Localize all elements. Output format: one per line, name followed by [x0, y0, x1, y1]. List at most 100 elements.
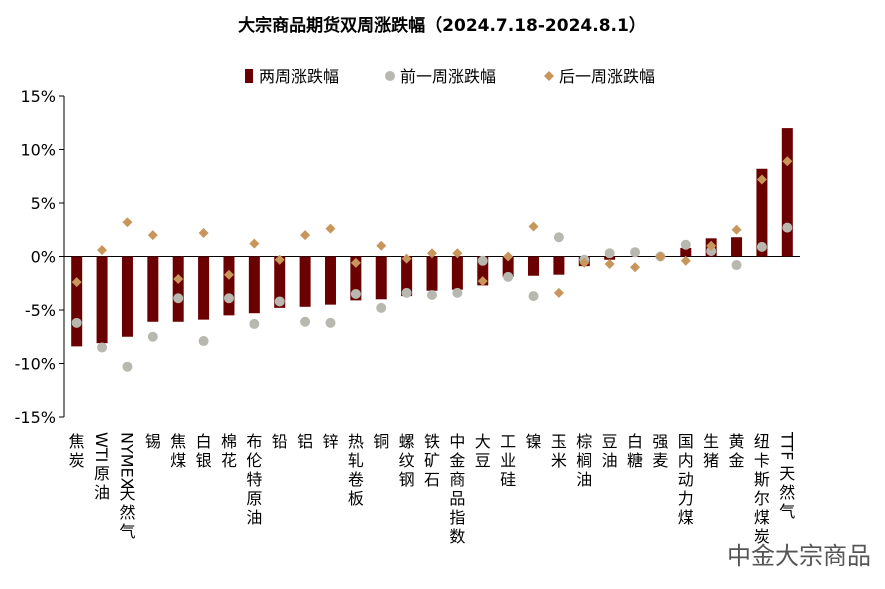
bar-锡 — [147, 256, 159, 322]
x-tick-char: 铅 — [272, 432, 288, 451]
x-tick-char: 原 — [94, 464, 110, 483]
dot-生猪 — [706, 246, 717, 257]
x-tick-char: 油 — [576, 470, 592, 489]
dot-白银 — [198, 336, 209, 347]
x-tick-label: 焦炭 — [69, 432, 85, 470]
x-tick-char: 铝 — [297, 432, 313, 451]
x-tick-char: 指 — [449, 508, 465, 527]
diamond-焦煤 — [173, 273, 184, 284]
watermark: 中金大宗商品 — [727, 542, 871, 570]
x-tick-char: 尔 — [754, 489, 770, 508]
diamond-大豆 — [477, 276, 488, 287]
dot-纽卡斯尔煤炭 — [756, 241, 767, 252]
x-tick-char: 棕 — [576, 432, 592, 451]
x-tick-char: 国 — [678, 432, 694, 451]
bar-WTI原油 — [96, 256, 108, 344]
x-tick-label: 白糖 — [627, 432, 643, 470]
x-tick-char: 板 — [348, 489, 364, 508]
diamond-工业硅 — [503, 251, 514, 262]
x-tick-char: 然 — [119, 503, 135, 522]
bar-TTF天然气 — [781, 128, 793, 257]
x-tick-label: 大豆 — [475, 432, 491, 470]
diamond-铅 — [274, 254, 285, 265]
x-tick-label: 强麦 — [652, 432, 668, 470]
diamond-镍 — [528, 221, 539, 232]
y-tick-label: -5% — [25, 301, 56, 320]
x-tick-label: 锡 — [145, 432, 161, 451]
bar-NYMEX天然气 — [121, 256, 133, 337]
x-tick-char: 螺 — [399, 432, 415, 451]
dot-白糖 — [630, 247, 641, 258]
diamond-白糖 — [630, 262, 641, 273]
bar-热轧卷板 — [350, 256, 362, 301]
x-tick-char: 数 — [449, 527, 465, 546]
dot-TTF天然气 — [782, 222, 793, 233]
bar-纽卡斯尔煤炭 — [756, 168, 768, 257]
dot-工业硅 — [503, 271, 514, 282]
diamond-白银 — [198, 227, 209, 238]
bar-镍 — [528, 256, 540, 276]
dot-螺纹钢 — [401, 287, 412, 298]
legend-swatch-diamond — [544, 71, 554, 81]
x-tick-char: 油 — [94, 483, 110, 502]
bar-铝 — [299, 256, 311, 307]
x-tick-char: 特 — [246, 470, 262, 489]
dot-锌 — [325, 317, 336, 328]
y-tick-label: -15% — [15, 408, 56, 427]
x-tick-char: 钢 — [399, 470, 415, 489]
x-tick-label: 镍 — [526, 432, 542, 451]
bar-工业硅 — [502, 256, 514, 277]
x-tick-char: 纽 — [754, 432, 770, 451]
x-tick-char: 铁 — [424, 432, 440, 451]
bar-锌 — [324, 256, 336, 305]
x-tick-char: 硅 — [500, 470, 516, 489]
x-tick-char: 玉 — [551, 432, 567, 451]
dot-布伦特原油 — [249, 318, 260, 329]
x-tick-label: 锌 — [322, 432, 338, 451]
bar-棉花 — [223, 256, 235, 316]
diamond-锌 — [325, 223, 336, 234]
x-tick-char: 布 — [246, 432, 262, 451]
x-tick-latin: NYMEX — [117, 432, 136, 489]
x-tick-char: 天 — [779, 464, 795, 483]
x-tick-char: 纹 — [399, 451, 415, 470]
x-tick-char: 商 — [449, 470, 465, 489]
x-tick-latin: TTF — [777, 431, 796, 460]
x-tick-char: 煤 — [754, 508, 770, 527]
x-tick-char: 金 — [449, 451, 465, 470]
x-tick-char: 炭 — [754, 527, 770, 546]
x-tick-label: 黄金 — [729, 432, 745, 470]
x-tick-char: 强 — [652, 432, 668, 451]
diamond-焦炭 — [71, 277, 82, 288]
x-tick-char: 金 — [729, 451, 745, 470]
y-tick-label: 15% — [20, 87, 56, 106]
x-tick-char: 中 — [449, 432, 465, 451]
x-tick-char: 白 — [627, 432, 643, 451]
x-tick-char: 业 — [500, 451, 516, 470]
dot-铅 — [274, 296, 285, 307]
dot-铜 — [376, 302, 387, 313]
dot-WTI原油 — [97, 342, 108, 353]
x-tick-char: 煤 — [170, 451, 186, 470]
x-tick-char: 焦 — [170, 432, 186, 451]
bar-白银 — [198, 256, 210, 320]
x-tick-char: 花 — [221, 451, 237, 470]
dot-锡 — [147, 331, 158, 342]
x-tick-char: 气 — [779, 502, 795, 521]
diamond-螺纹钢 — [401, 253, 412, 264]
diamond-NYMEX天然气 — [122, 217, 133, 228]
dot-热轧卷板 — [350, 288, 361, 299]
diamond-WTI原油 — [97, 245, 108, 256]
x-tick-char: 品 — [449, 489, 465, 508]
x-tick-label: 白银 — [196, 432, 212, 470]
x-tick-label: 铝 — [297, 432, 313, 451]
legend: 两周涨跌幅 前一周涨跌幅 后一周涨跌幅 — [245, 67, 655, 86]
dot-NYMEX天然气 — [122, 361, 133, 372]
diamond-棕榈油 — [579, 257, 590, 268]
x-tick-char: 锌 — [322, 432, 338, 451]
dot-铁矿石 — [427, 290, 437, 301]
